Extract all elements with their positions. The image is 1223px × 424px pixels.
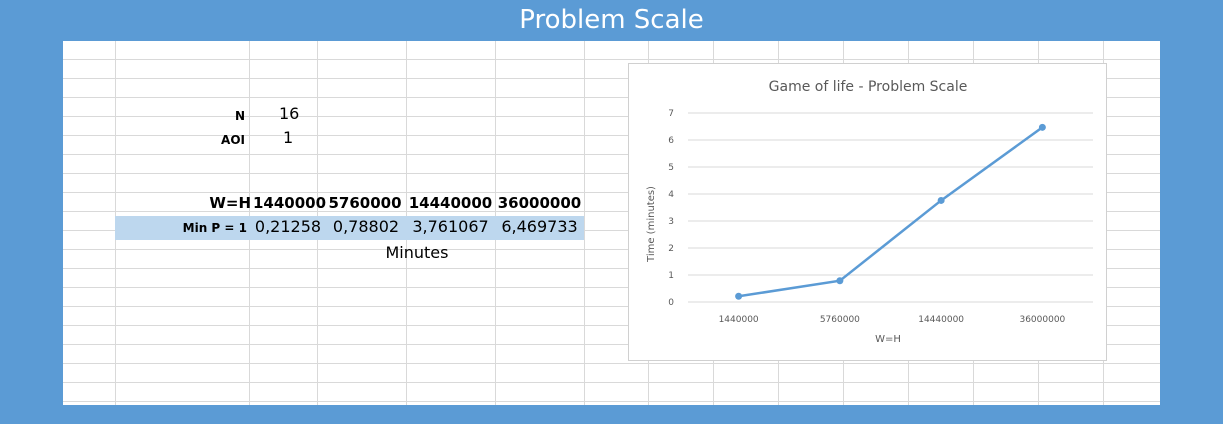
data-point[interactable]	[1038, 123, 1046, 131]
page-title: Problem Scale	[519, 5, 704, 35]
wh-header-4[interactable]: 36000000	[497, 194, 582, 212]
x-tick-label: 5760000	[820, 315, 860, 325]
min-p-value-1[interactable]: 0,21258	[254, 217, 322, 236]
y-tick-label: 2	[668, 244, 674, 254]
y-axis-label: Time (minutes)	[646, 186, 657, 263]
wh-header-2[interactable]: 5760000	[328, 194, 402, 212]
min-p-value-4[interactable]: 6,469733	[501, 217, 578, 236]
n-label: N	[234, 109, 245, 123]
y-tick-label: 3	[668, 217, 674, 227]
y-tick-label: 0	[668, 298, 674, 308]
y-tick-label: 1	[668, 271, 674, 281]
x-tick-label: 1440000	[719, 315, 759, 325]
wh-header-3[interactable]: 14440000	[408, 194, 493, 212]
min-p-value-2[interactable]: 0,78802	[332, 217, 400, 236]
x-axis-label: W=H	[875, 334, 901, 345]
min-p-value-3[interactable]: 3,761067	[412, 217, 489, 236]
min-p-row-highlight	[115, 216, 584, 240]
wh-header-1[interactable]: 1440000	[253, 194, 327, 212]
x-tick-label: 14440000	[918, 315, 964, 325]
unit-label: Minutes	[385, 243, 449, 262]
wh-header-label: W=H	[209, 194, 251, 212]
n-value[interactable]: 16	[279, 104, 300, 123]
line-chart[interactable]: Game of life - Problem Scale 0 1 2 3 4 5 6 7 14…	[628, 63, 1107, 361]
y-tick-label: 4	[668, 190, 674, 200]
y-tick-label: 5	[668, 163, 674, 173]
min-p-label: Min P = 1	[182, 221, 247, 235]
data-point[interactable]	[836, 277, 844, 285]
x-tick-label: 36000000	[1019, 315, 1065, 325]
chart-title: Game of life - Problem Scale	[769, 79, 968, 95]
aoi-label: AOI	[221, 133, 245, 147]
data-point[interactable]	[937, 196, 945, 204]
series-line	[738, 126, 1044, 298]
data-point[interactable]	[735, 292, 743, 300]
aoi-value[interactable]: 1	[283, 128, 294, 147]
y-tick-label: 7	[668, 109, 674, 119]
y-tick-label: 6	[668, 136, 674, 146]
